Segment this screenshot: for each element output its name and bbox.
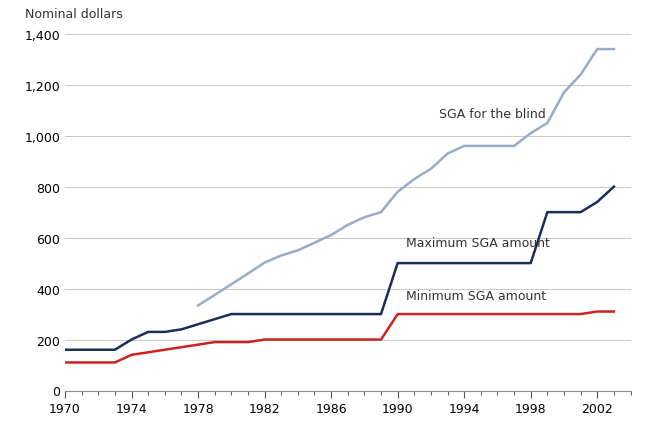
Text: Nominal dollars: Nominal dollars [25,7,123,20]
Text: Minimum SGA amount: Minimum SGA amount [406,289,546,302]
Text: SGA for the blind: SGA for the blind [439,108,546,121]
Text: Maximum SGA amount: Maximum SGA amount [406,237,550,250]
